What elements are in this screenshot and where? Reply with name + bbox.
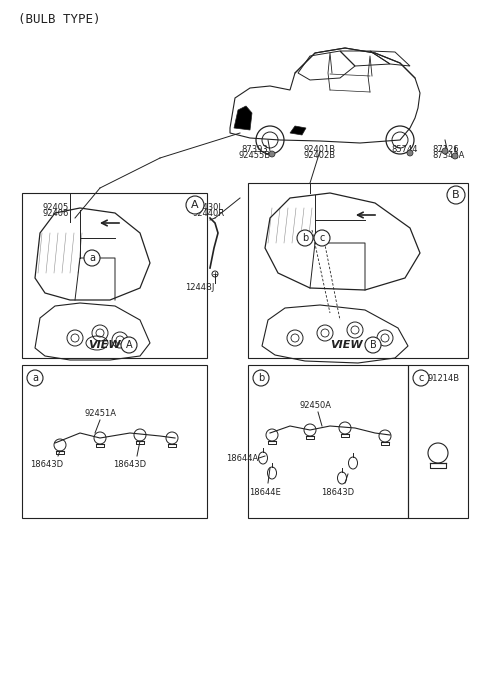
Text: 87342A: 87342A <box>432 151 464 160</box>
Text: A: A <box>191 200 199 210</box>
Text: c: c <box>418 373 424 383</box>
Circle shape <box>413 370 429 386</box>
Text: 92455B: 92455B <box>239 151 271 160</box>
Circle shape <box>253 370 269 386</box>
Circle shape <box>269 151 275 157</box>
Text: 92450A: 92450A <box>299 401 331 410</box>
Text: 92401B: 92401B <box>304 145 336 154</box>
Bar <box>22 193 207 358</box>
Text: 87393: 87393 <box>241 145 268 154</box>
Text: c: c <box>319 233 324 243</box>
Text: a: a <box>32 373 38 383</box>
Text: B: B <box>452 190 460 200</box>
Text: b: b <box>302 233 308 243</box>
Circle shape <box>297 230 313 246</box>
Text: B: B <box>370 340 376 350</box>
Text: 87126: 87126 <box>432 145 458 154</box>
Bar <box>408 365 468 518</box>
Text: 92440R: 92440R <box>192 209 224 218</box>
Text: b: b <box>258 373 264 383</box>
Text: 1244BJ: 1244BJ <box>185 283 215 292</box>
Text: VIEW: VIEW <box>330 340 362 350</box>
Text: A: A <box>126 340 132 350</box>
Circle shape <box>407 150 413 156</box>
Polygon shape <box>290 126 306 135</box>
Bar <box>22 365 207 518</box>
Text: 92405: 92405 <box>42 203 68 212</box>
Circle shape <box>314 230 330 246</box>
Text: 91214B: 91214B <box>428 374 460 383</box>
Polygon shape <box>234 106 252 130</box>
Bar <box>248 183 468 358</box>
Text: 18644A: 18644A <box>226 453 258 462</box>
Circle shape <box>121 337 137 353</box>
Circle shape <box>27 370 43 386</box>
Circle shape <box>186 196 204 214</box>
Text: 18643D: 18643D <box>113 460 146 469</box>
Circle shape <box>442 148 448 154</box>
Text: 92451A: 92451A <box>84 409 116 418</box>
Text: 85744: 85744 <box>392 145 418 154</box>
Circle shape <box>447 186 465 204</box>
Circle shape <box>365 337 381 353</box>
Circle shape <box>452 153 458 159</box>
Text: 18644E: 18644E <box>249 488 281 497</box>
Text: 92406: 92406 <box>42 209 68 218</box>
Text: a: a <box>89 253 95 263</box>
Text: 92430L: 92430L <box>192 203 223 212</box>
Text: 18643D: 18643D <box>30 460 63 469</box>
Text: 18643D: 18643D <box>322 488 355 497</box>
Circle shape <box>84 250 100 266</box>
Text: VIEW: VIEW <box>88 340 120 350</box>
Bar <box>248 365 408 518</box>
Text: 92402B: 92402B <box>304 151 336 160</box>
Text: (BULB TYPE): (BULB TYPE) <box>18 13 100 26</box>
